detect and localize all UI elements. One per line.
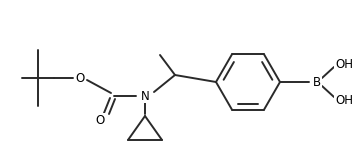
Text: OH: OH <box>335 93 353 107</box>
Text: B: B <box>313 76 321 88</box>
Text: O: O <box>75 71 85 85</box>
Text: N: N <box>141 90 149 102</box>
Text: O: O <box>95 114 105 127</box>
Text: OH: OH <box>335 58 353 71</box>
